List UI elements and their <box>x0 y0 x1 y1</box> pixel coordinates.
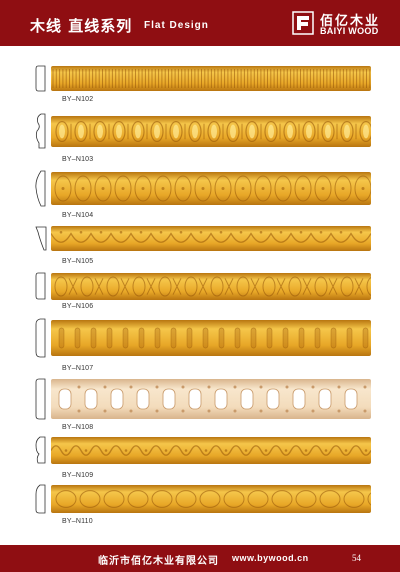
profile-section-icon <box>35 436 46 464</box>
product-code: BY–N102 <box>62 96 94 103</box>
product-code: BY–N105 <box>62 258 94 265</box>
product-code: BY–N103 <box>62 156 94 163</box>
molding-image <box>51 172 371 205</box>
profile-section-icon <box>35 484 46 514</box>
product-code: BY–N107 <box>62 365 94 372</box>
profile-section-icon <box>35 226 47 251</box>
logo-mark-icon <box>292 11 314 35</box>
molding-image <box>51 485 371 513</box>
page-footer: 临沂市佰亿木业有限公司 www.bywood.cn 54 <box>0 545 400 572</box>
brand-name-en: BAIYI WOOD <box>320 26 379 36</box>
molding-image <box>51 226 371 251</box>
profile-section-icon <box>35 378 46 420</box>
website-link[interactable]: www.bywood.cn <box>232 553 309 563</box>
product-code: BY–N104 <box>62 212 94 219</box>
page-title: 木线 直线系列 <box>30 17 133 35</box>
profile-section-icon <box>35 272 46 300</box>
product-code: BY–N110 <box>62 518 93 525</box>
molding-image <box>51 437 371 464</box>
brand-name-cn: 佰亿木业 <box>320 14 381 29</box>
page-subtitle: Flat Design <box>144 20 209 31</box>
page-number: 54 <box>352 553 361 563</box>
company-name: 临沂市佰亿木业有限公司 <box>98 556 219 567</box>
molding-image <box>51 379 371 419</box>
profile-section-icon <box>35 113 46 149</box>
product-code: BY–N109 <box>62 472 94 479</box>
molding-image <box>51 116 371 147</box>
page-header: 木线 直线系列 Flat Design 佰亿木业 BAIYI WOOD <box>0 0 400 46</box>
molding-image <box>51 273 371 300</box>
profile-section-icon <box>35 170 46 207</box>
molding-image <box>51 320 371 356</box>
profile-section-icon <box>35 65 46 92</box>
product-code: BY–N108 <box>62 424 94 431</box>
profile-section-icon <box>35 318 46 358</box>
molding-image <box>51 66 371 91</box>
brand-logo: 佰亿木业 BAIYI WOOD <box>292 9 392 39</box>
product-code: BY–N106 <box>62 303 94 310</box>
